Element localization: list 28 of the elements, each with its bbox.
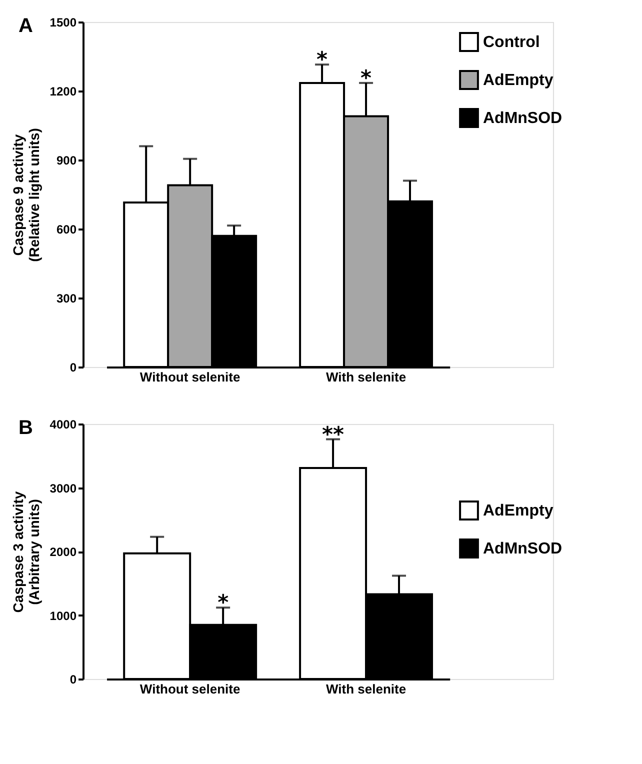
legend-label: AdEmpty — [483, 502, 554, 520]
y-tick-label: 1500 — [50, 16, 77, 30]
chart-title: A — [18, 15, 33, 37]
y-tick-label: 900 — [56, 154, 77, 168]
y-tick-label: 1000 — [50, 608, 77, 623]
chart-title: B — [18, 417, 33, 439]
legend-label: AdMnSOD — [483, 540, 562, 558]
y-tick-label: 2000 — [50, 545, 77, 559]
annotation: * — [316, 48, 328, 72]
annotation: * — [218, 590, 229, 615]
y-tick-label: 300 — [56, 292, 77, 306]
y-tick-label: 600 — [56, 222, 77, 236]
y-tick-label: 0 — [70, 672, 77, 686]
x-tick-label: With selenite — [326, 682, 406, 696]
legend-label: AdEmpty — [483, 72, 554, 89]
y-axis-title: Caspase 3 activity (Arbitrary units) — [10, 491, 42, 613]
legend-label: AdMnSOD — [483, 110, 562, 127]
y-tick-label: 0 — [70, 360, 77, 374]
y-tick-label: 1200 — [50, 84, 77, 98]
y-axis-title: Caspase 9 activity (Relative light units) — [10, 128, 42, 262]
x-tick-label: Without selenite — [140, 370, 240, 384]
y-tick-label: 4000 — [50, 418, 77, 432]
legend-label: Control — [483, 34, 540, 51]
x-tick-label: Without selenite — [140, 682, 240, 696]
annotation: * — [360, 66, 372, 90]
annotation: ** — [322, 422, 344, 446]
y-tick-label: 3000 — [50, 481, 77, 496]
x-tick-label: With selenite — [326, 370, 406, 384]
